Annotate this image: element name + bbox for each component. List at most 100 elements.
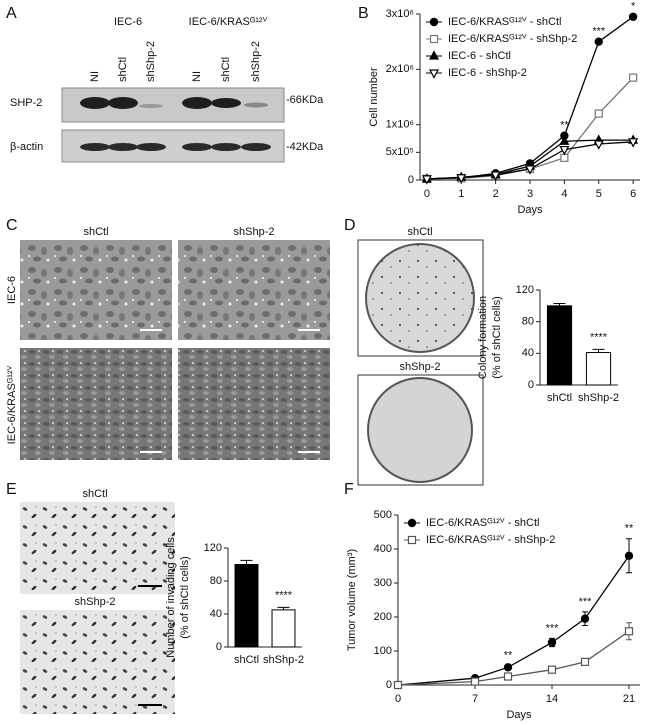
marker (407, 518, 417, 528)
x-tick-label: shShp-2 (578, 392, 619, 404)
y-tick-label: 100 (374, 645, 392, 657)
panel-letter: B (358, 5, 369, 22)
y-tick-label: 0 (528, 379, 534, 391)
marker (594, 37, 603, 46)
y-axis-label: Number of invading cells (% of shCtl cell… (165, 537, 191, 658)
y-tick-label: 400 (374, 543, 392, 555)
bar (546, 305, 573, 386)
lane-label: shShp-2 (250, 41, 262, 82)
y-axis-label-line: Tumor volume (mm³) (346, 549, 358, 651)
series-line (397, 555, 630, 686)
image-label: shShp-2 (75, 596, 116, 608)
legend-label: IEC-6/KRASᴳ¹²ⱽ - shShp-2 (448, 33, 577, 45)
panel-letter: E (6, 481, 17, 498)
invasion-image (20, 610, 175, 714)
panel-letter: F (344, 481, 354, 498)
x-axis-label: Days (506, 709, 532, 721)
x-tick-label: 1 (458, 188, 464, 200)
bar (234, 564, 259, 648)
y-tick-label: 40 (210, 608, 222, 620)
y-tick-label: 2x10⁶ (386, 63, 414, 75)
x-tick-label: shShp-2 (263, 654, 304, 666)
x-tick-label: 5 (596, 188, 602, 200)
y-axis-label-line: Number of invading cells (165, 537, 177, 658)
lane-label: shCtl (220, 57, 232, 82)
marker (393, 680, 403, 690)
x-tick-label: 0 (424, 188, 430, 200)
marker (490, 171, 501, 181)
marker (503, 663, 513, 672)
x-tick-label: shCtl (547, 392, 572, 404)
error-bar (240, 559, 253, 565)
micrograph (20, 348, 172, 460)
bar (585, 352, 612, 386)
y-tick-label: 300 (374, 577, 392, 589)
marker (559, 135, 570, 145)
marker (580, 614, 590, 623)
marker (547, 638, 557, 647)
y-axis-label-line: Colony formation (477, 296, 489, 379)
x-tick-label: 7 (472, 693, 478, 705)
panel-letter: C (6, 217, 18, 234)
colony-plate (367, 377, 473, 483)
y-axis-label-line: (% of shCtl cells) (491, 296, 503, 379)
y-tick-label: 80 (522, 316, 534, 328)
lane-label: shShp-2 (145, 41, 157, 82)
micrograph (178, 348, 330, 460)
marker (407, 535, 417, 545)
marker (429, 50, 439, 60)
blot-group: IEC-6/KRASᴳ¹²ⱽ (189, 16, 268, 28)
micrograph (20, 240, 172, 340)
micrograph (178, 240, 330, 340)
y-tick-label: 0 (408, 174, 414, 186)
significance: ** (625, 523, 634, 535)
image-label: shCtl (82, 488, 107, 500)
significance: **** (590, 331, 608, 343)
significance: ** (504, 650, 513, 662)
y-axis-label: Colony formation (% of shCtl cells) (477, 296, 503, 379)
column-label: shShp-2 (234, 226, 275, 238)
marker (593, 140, 604, 150)
marker (594, 109, 603, 118)
mw-marker: -42KDa (286, 141, 324, 153)
marker (429, 17, 439, 27)
panel-letter: A (6, 5, 17, 22)
marker (629, 73, 638, 82)
y-tick-label: 200 (374, 611, 392, 623)
x-tick-label: 3 (527, 188, 533, 200)
y-axis-label-line: (% of shCtl cells) (179, 556, 191, 639)
x-tick-label: 2 (493, 188, 499, 200)
x-tick-label: 14 (546, 693, 558, 705)
panel-letter: D (344, 217, 356, 234)
error-bar (592, 348, 605, 353)
scale-bar (140, 329, 320, 453)
marker (624, 551, 634, 561)
x-tick-label: shCtl (234, 654, 259, 666)
y-tick-label: 5x10⁵ (386, 146, 414, 158)
legend-label: IEC-6/KRASᴳ¹²ⱽ - shCtl (448, 16, 562, 28)
y-tick-label: 40 (522, 347, 534, 359)
blot-bands (80, 143, 271, 151)
significance: * (631, 1, 636, 13)
column-label: shCtl (83, 226, 108, 238)
x-tick-label: 4 (561, 188, 567, 200)
bar (271, 609, 296, 648)
y-axis-label: Tumor volume (mm³) (346, 549, 358, 651)
invasion-image (20, 502, 175, 594)
significance: *** (592, 26, 606, 38)
y-tick-label: 120 (516, 284, 534, 296)
significance: *** (546, 622, 560, 634)
y-tick-label: 1x10⁶ (386, 119, 414, 131)
lane-label: NI (89, 71, 101, 82)
image-label: shShp-2 (400, 361, 441, 373)
blot-row-label: β-actin (10, 141, 43, 153)
marker (429, 34, 439, 44)
colony-plate (365, 243, 475, 353)
y-tick-label: 3x10⁶ (386, 8, 414, 20)
scale-bar (138, 585, 162, 706)
marker (560, 153, 569, 162)
y-tick-label: 120 (204, 542, 222, 554)
marker (547, 665, 557, 674)
y-tick-label: 500 (374, 509, 392, 521)
row-label: IEC-6/KRASᴳ¹²ⱽ (6, 365, 18, 444)
